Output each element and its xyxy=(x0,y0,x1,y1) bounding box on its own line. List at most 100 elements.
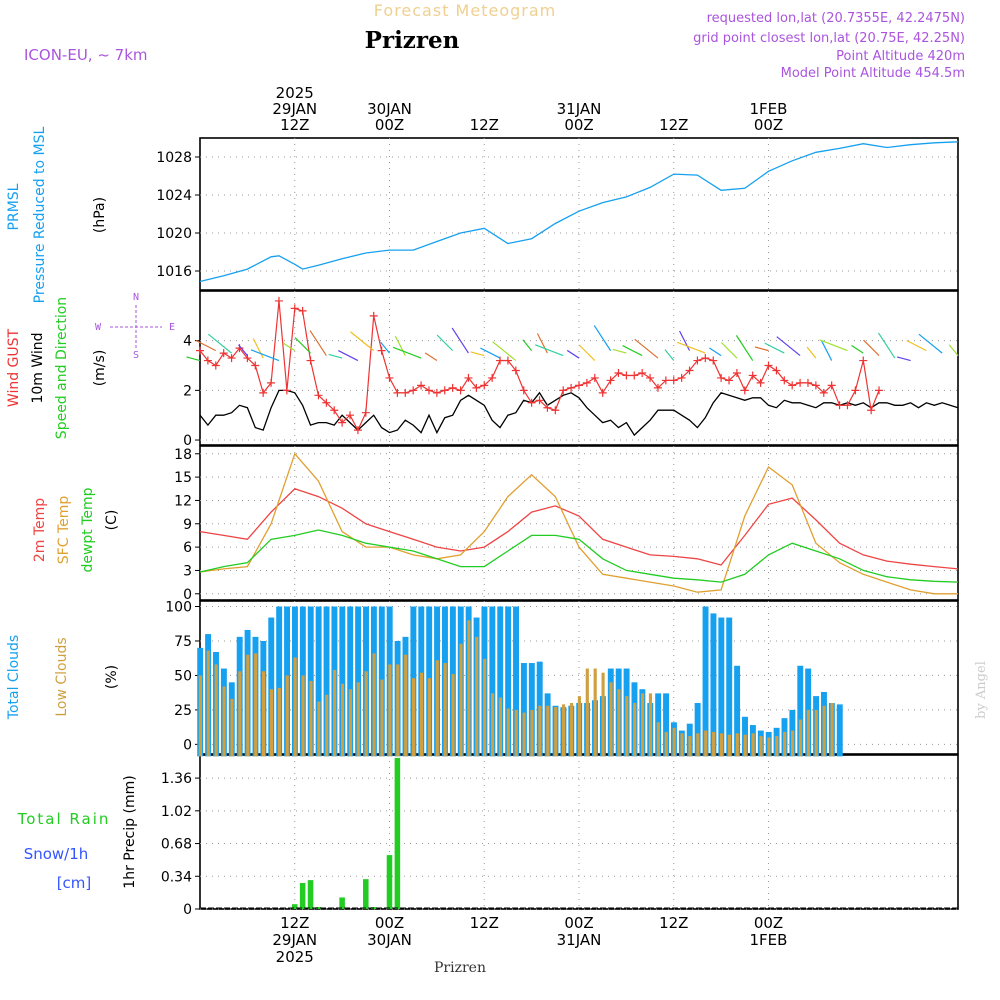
low-cloud-bar xyxy=(617,689,621,757)
low-cloud-bar xyxy=(285,675,289,757)
y-tick-label-1: 1016 xyxy=(156,264,192,280)
wind-direction-arrow xyxy=(821,340,833,361)
top-time-label: 1FEB xyxy=(750,100,788,118)
low-cloud-bar xyxy=(483,658,487,757)
wind-direction-arrow xyxy=(764,342,785,354)
low-cloud-bar xyxy=(333,669,337,757)
gust-marker xyxy=(725,376,734,385)
low-cloud-bar xyxy=(404,654,408,757)
low-cloud-bar xyxy=(372,653,376,757)
wind-direction-arrow xyxy=(309,330,327,356)
low-cloud-bar xyxy=(562,704,566,757)
gust-marker xyxy=(456,386,465,395)
gust-marker xyxy=(211,361,220,370)
low-clouds-label: Low Clouds xyxy=(54,637,70,716)
gust-marker xyxy=(488,373,497,382)
wind-speed-line xyxy=(199,389,959,437)
wind-direction-arrow xyxy=(534,344,564,357)
panel-frame-3 xyxy=(199,445,959,601)
wind-direction-arrow xyxy=(522,339,533,351)
gust-marker xyxy=(709,356,718,365)
low-cloud-bar xyxy=(348,689,352,757)
low-cloud-bar xyxy=(451,674,455,757)
gust-marker xyxy=(511,366,520,375)
wind-direction-arrow xyxy=(207,333,232,354)
y-tick-label-4: 75 xyxy=(174,634,192,650)
low-cloud-bar xyxy=(554,707,558,757)
gust-marker xyxy=(582,378,591,387)
wind-direction-arrow xyxy=(634,338,659,359)
y-tick-label-5: 1.36 xyxy=(161,771,192,787)
total-cloud-bar xyxy=(726,617,733,757)
total-cloud-bar xyxy=(734,665,741,757)
gust-marker xyxy=(740,386,749,395)
top-time-label: 00Z xyxy=(754,116,783,134)
gust-marker xyxy=(851,386,860,395)
y-tick-label-2: 0 xyxy=(183,433,192,449)
wind-label: 10m Wind xyxy=(30,332,46,403)
gust-marker xyxy=(567,383,576,392)
bottom-time-label: 12Z xyxy=(470,914,499,932)
temp-unit-label: (C) xyxy=(104,510,120,531)
gust-marker xyxy=(606,376,615,385)
top-time-label: 2025 xyxy=(276,84,314,102)
gust-marker xyxy=(669,376,678,385)
total-cloud-bar xyxy=(339,606,346,757)
y-tick-label-5: 1.02 xyxy=(161,804,192,820)
total-cloud-bar xyxy=(497,606,504,757)
gust-marker xyxy=(732,368,741,377)
gust-marker xyxy=(432,388,441,397)
low-cloud-bar xyxy=(269,689,274,757)
low-cloud-bar xyxy=(340,683,345,757)
y-tick-label-2: 4 xyxy=(183,334,192,350)
y-tick-label-5: 0.68 xyxy=(161,837,192,853)
total-cloud-bar xyxy=(347,606,354,757)
bottom-time-label: 2025 xyxy=(276,948,314,966)
y-tick-label-5: 0 xyxy=(183,902,192,918)
y-tick-label-1: 1028 xyxy=(156,150,192,166)
low-cloud-bar xyxy=(246,654,250,757)
low-cloud-bar xyxy=(238,671,242,757)
low-cloud-bar xyxy=(712,731,716,757)
wind-direction-arrow xyxy=(851,344,864,354)
gust-marker xyxy=(575,381,583,390)
compass-w: W xyxy=(95,322,102,333)
gust-marker xyxy=(614,368,623,377)
gust-marker xyxy=(859,356,868,365)
gust-marker xyxy=(519,386,528,395)
gust-marker xyxy=(764,361,773,370)
gust-marker xyxy=(338,418,347,427)
y-tick-label-3: 12 xyxy=(174,493,192,509)
dewpt-label: dewpt Temp xyxy=(80,487,96,572)
gust-marker xyxy=(424,386,433,395)
wind-unit-label: (m/s) xyxy=(92,350,108,387)
rain-bar xyxy=(299,883,306,909)
total-cloud-bar xyxy=(694,703,701,757)
low-cloud-bar xyxy=(309,680,313,757)
total-cloud-bar xyxy=(355,606,362,757)
total-cloud-bar xyxy=(520,663,527,757)
gust-marker xyxy=(772,366,781,375)
rain-bar xyxy=(386,855,393,909)
gust-marker xyxy=(346,411,355,420)
gust-marker xyxy=(377,346,386,355)
gust-marker xyxy=(661,376,670,385)
low-cloud-bar xyxy=(301,675,305,757)
wind-direction-arrow xyxy=(252,338,264,359)
header-location: Prizren xyxy=(365,27,460,54)
gust-marker xyxy=(385,373,394,382)
gust-marker xyxy=(203,356,212,365)
low-cloud-bar xyxy=(822,705,826,757)
low-cloud-bar xyxy=(806,709,810,757)
gust-marker xyxy=(361,408,370,417)
low-cloud-bar xyxy=(514,709,518,757)
total-cloud-bar xyxy=(268,617,275,757)
y-tick-label-4: 100 xyxy=(165,600,192,616)
low-cloud-bar xyxy=(640,693,645,757)
rain-bar xyxy=(291,904,298,909)
compass-s: S xyxy=(133,350,139,361)
top-time-label: 12Z xyxy=(659,116,688,134)
low-cloud-bar xyxy=(672,727,676,757)
wind-direction-arrow xyxy=(578,344,596,361)
compass-rose: N W E S xyxy=(95,292,175,361)
